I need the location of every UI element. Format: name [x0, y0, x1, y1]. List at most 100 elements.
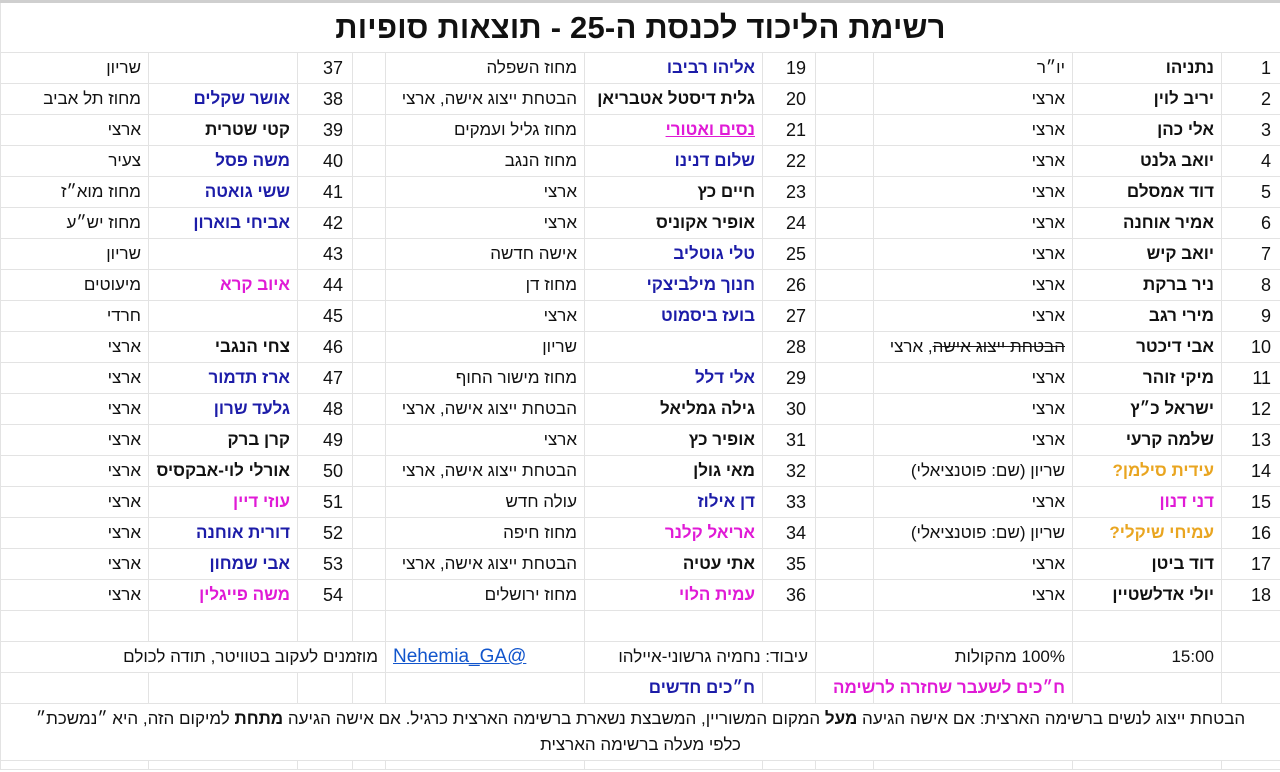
slot-note-cell[interactable]: ארצי [0, 362, 149, 394]
position-number-cell[interactable]: 7 [1221, 238, 1280, 270]
empty-cell[interactable] [297, 672, 353, 704]
empty-cell[interactable] [815, 238, 874, 270]
position-number-cell[interactable]: 14 [1221, 455, 1280, 487]
position-number-cell[interactable]: 2 [1221, 83, 1280, 115]
candidate-name-cell[interactable]: יואב קיש [1072, 238, 1222, 270]
position-number-cell[interactable]: 47 [297, 362, 353, 394]
empty-cell[interactable] [352, 207, 386, 239]
empty-cell[interactable] [815, 362, 874, 394]
position-number-cell[interactable]: 48 [297, 393, 353, 425]
candidate-name-cell[interactable]: חיים כץ [584, 176, 763, 208]
slot-note-cell[interactable]: ארצי [873, 207, 1073, 239]
candidate-name-cell[interactable]: איוב קרא [148, 269, 298, 301]
candidate-name-cell[interactable]: ששי גואטה [148, 176, 298, 208]
candidate-name-cell[interactable]: משה פייגלין [148, 579, 298, 611]
position-number-cell[interactable]: 19 [762, 52, 816, 84]
position-number-cell[interactable]: 32 [762, 455, 816, 487]
empty-cell[interactable] [815, 760, 874, 770]
position-number-cell[interactable]: 15 [1221, 486, 1280, 518]
slot-note-cell[interactable]: שריון [385, 331, 585, 363]
candidate-name-cell[interactable] [148, 52, 298, 84]
position-number-cell[interactable]: 51 [297, 486, 353, 518]
empty-cell[interactable] [815, 300, 874, 332]
slot-note-cell[interactable]: מחוז יש״ע [0, 207, 149, 239]
empty-cell[interactable] [815, 548, 874, 580]
slot-note-cell[interactable]: ארצי [873, 579, 1073, 611]
empty-cell[interactable] [352, 486, 386, 518]
candidate-name-cell[interactable]: דן אילוז [584, 486, 763, 518]
slot-note-cell[interactable]: ארצי [873, 300, 1073, 332]
slot-note-cell[interactable]: ארצי [0, 579, 149, 611]
slot-note-cell[interactable]: ארצי [0, 517, 149, 549]
position-number-cell[interactable]: 36 [762, 579, 816, 611]
position-number-cell[interactable]: 12 [1221, 393, 1280, 425]
position-number-cell[interactable]: 39 [297, 114, 353, 146]
position-number-cell[interactable]: 3 [1221, 114, 1280, 146]
slot-note-cell[interactable]: מחוז הנגב [385, 145, 585, 177]
slot-note-cell[interactable]: ארצי [873, 548, 1073, 580]
empty-cell[interactable] [1221, 760, 1280, 770]
position-number-cell[interactable]: 5 [1221, 176, 1280, 208]
candidate-name-cell[interactable]: יואב גלנט [1072, 145, 1222, 177]
position-number-cell[interactable]: 22 [762, 145, 816, 177]
empty-cell[interactable] [352, 114, 386, 146]
position-number-cell[interactable]: 38 [297, 83, 353, 115]
slot-note-cell[interactable]: ארצי [873, 362, 1073, 394]
empty-cell[interactable] [873, 760, 1073, 770]
slot-note-cell[interactable]: ארצי [873, 114, 1073, 146]
empty-cell[interactable] [352, 393, 386, 425]
empty-cell[interactable] [352, 610, 386, 642]
candidate-name-cell[interactable]: דורית אוחנה [148, 517, 298, 549]
slot-note-cell[interactable]: עולה חדש [385, 486, 585, 518]
position-number-cell[interactable]: 10 [1221, 331, 1280, 363]
candidate-name-cell[interactable]: דוד ביטן [1072, 548, 1222, 580]
position-number-cell[interactable]: 50 [297, 455, 353, 487]
position-number-cell[interactable]: 26 [762, 269, 816, 301]
slot-note-cell[interactable]: ארצי [873, 424, 1073, 456]
candidate-name-cell[interactable]: קטי שטרית [148, 114, 298, 146]
empty-cell[interactable] [815, 331, 874, 363]
slot-note-cell[interactable]: מחוז ירושלים [385, 579, 585, 611]
position-number-cell[interactable]: 41 [297, 176, 353, 208]
position-number-cell[interactable]: 9 [1221, 300, 1280, 332]
candidate-name-cell[interactable]: אבי דיכטר [1072, 331, 1222, 363]
slot-note-cell[interactable]: הבטחת ייצוג אישה, ארצי [385, 455, 585, 487]
slot-note-cell[interactable]: הבטחת ייצוג אישה, ארצי [385, 393, 585, 425]
empty-cell[interactable] [352, 83, 386, 115]
empty-cell[interactable] [815, 207, 874, 239]
empty-cell[interactable] [815, 269, 874, 301]
position-number-cell[interactable]: 6 [1221, 207, 1280, 239]
position-number-cell[interactable]: 31 [762, 424, 816, 456]
empty-cell[interactable] [762, 672, 816, 704]
empty-cell[interactable] [584, 610, 763, 642]
empty-cell[interactable] [352, 145, 386, 177]
candidate-name-cell[interactable]: אביחי בוארון [148, 207, 298, 239]
empty-cell[interactable] [352, 300, 386, 332]
slot-note-cell[interactable]: חרדי [0, 300, 149, 332]
slot-note-cell[interactable]: מחוז מישור החוף [385, 362, 585, 394]
position-number-cell[interactable]: 17 [1221, 548, 1280, 580]
slot-note-cell[interactable]: ארצי [0, 331, 149, 363]
empty-cell[interactable] [352, 52, 386, 84]
empty-cell[interactable] [352, 760, 386, 770]
slot-note-cell[interactable]: ארצי [873, 238, 1073, 270]
slot-note-cell[interactable]: מחוז גליל ועמקים [385, 114, 585, 146]
candidate-name-cell[interactable]: קרן ברק [148, 424, 298, 456]
slot-note-cell[interactable]: ארצי [0, 114, 149, 146]
candidate-name-cell[interactable]: אמיר אוחנה [1072, 207, 1222, 239]
position-number-cell[interactable]: 44 [297, 269, 353, 301]
empty-cell[interactable] [352, 672, 386, 704]
empty-cell[interactable] [1072, 610, 1222, 642]
slot-note-cell[interactable]: שריון [0, 238, 149, 270]
position-number-cell[interactable]: 28 [762, 331, 816, 363]
candidate-name-cell[interactable]: גלית דיסטל אטבריאן [584, 83, 763, 115]
empty-cell[interactable] [0, 672, 149, 704]
candidate-name-cell[interactable]: אלי דלל [584, 362, 763, 394]
position-number-cell[interactable]: 13 [1221, 424, 1280, 456]
slot-note-cell[interactable]: ארצי [385, 424, 585, 456]
candidate-name-cell[interactable]: חנוך מילביצקי [584, 269, 763, 301]
empty-cell[interactable] [815, 114, 874, 146]
page-title[interactable]: רשימת הליכוד לכנסת ה-25 - תוצאות סופיות [0, 1, 1280, 53]
empty-cell[interactable] [352, 517, 386, 549]
empty-cell[interactable] [1221, 672, 1280, 704]
